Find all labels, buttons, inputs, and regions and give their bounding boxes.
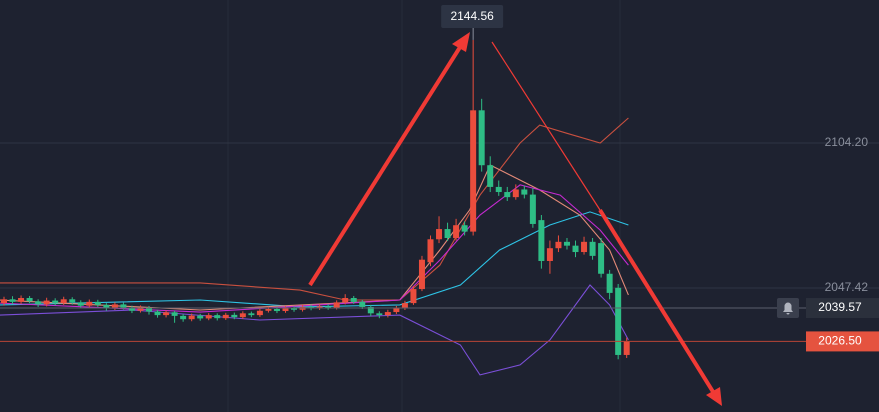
candle-body	[35, 301, 42, 305]
candle-body	[461, 225, 468, 232]
up-arrow	[308, 42, 464, 287]
candle-body	[163, 312, 170, 316]
candle-body	[546, 248, 553, 261]
bell-icon	[783, 302, 793, 315]
candle-body	[180, 315, 187, 320]
candle-body	[427, 239, 434, 263]
candle-body	[572, 245, 579, 253]
candle-body	[214, 315, 221, 319]
up-arrow-head	[452, 32, 470, 52]
candle-body	[128, 307, 135, 311]
candle-body	[589, 241, 596, 256]
candle-body	[1, 299, 7, 304]
down-arrow	[598, 208, 717, 397]
candle-body	[504, 192, 511, 198]
candle-body	[521, 189, 528, 195]
plot	[0, 39, 879, 376]
candle-body	[581, 241, 588, 253]
high-marker-label: 2144.56	[450, 9, 494, 23]
candle-body	[376, 313, 383, 316]
candle-body	[436, 229, 443, 240]
candle-body	[598, 243, 605, 274]
candle-body	[487, 165, 494, 187]
high-marker-box	[441, 5, 504, 28]
candle-body	[410, 289, 417, 304]
candle-body	[77, 302, 84, 306]
candle-body	[623, 341, 630, 355]
candle-body	[555, 241, 562, 249]
indicator-line	[0, 211, 629, 308]
candle-body	[350, 298, 357, 302]
candle-body	[563, 241, 570, 246]
candle-body	[94, 301, 101, 305]
candle-body	[265, 308, 272, 311]
candle-body	[86, 301, 93, 306]
candle-body	[120, 304, 127, 308]
candle-body	[606, 273, 613, 293]
candle-body	[367, 306, 374, 314]
candle-body	[26, 298, 33, 302]
candle-body	[444, 229, 451, 238]
candle-body	[18, 298, 25, 302]
candle-body	[239, 313, 246, 318]
candle-body	[137, 307, 144, 311]
candle-body	[418, 259, 425, 290]
axis-labels: 2104.20 2047.42 2144.56 2039.57 2026.50	[441, 5, 879, 352]
candle-body	[197, 315, 204, 319]
candle-body	[495, 186, 502, 193]
candle-body	[342, 298, 349, 303]
candle-body	[111, 304, 118, 309]
candle-body	[9, 299, 16, 302]
price-label: 2039.57	[818, 300, 862, 314]
candle-body	[273, 308, 280, 312]
indicator-line	[0, 164, 629, 311]
candle-body	[205, 315, 212, 319]
candle-body	[282, 307, 289, 312]
candle-body	[384, 312, 391, 316]
price-label-box	[806, 298, 879, 319]
candle-body	[52, 300, 59, 304]
candle-body	[43, 300, 50, 305]
candle-body	[69, 299, 76, 303]
candle-body	[291, 307, 298, 310]
candle-body	[146, 307, 153, 312]
candle-body	[248, 313, 255, 316]
candle-body	[453, 225, 460, 238]
price-label: 2026.50	[818, 334, 862, 348]
candle-body	[333, 302, 340, 308]
candle-body	[103, 304, 110, 309]
candle-body	[60, 299, 67, 304]
candle-body	[538, 220, 545, 261]
trend-arrows	[308, 32, 722, 406]
candle-body	[529, 194, 536, 224]
down-arrow-tail	[491, 41, 601, 211]
down-arrow-head	[706, 387, 722, 406]
candle-body	[470, 110, 477, 232]
candle-body	[478, 110, 485, 166]
candle-body	[231, 314, 238, 318]
candle-body	[325, 306, 332, 308]
candle-body	[512, 189, 519, 198]
price-label-box	[806, 331, 879, 352]
candle-body	[171, 312, 178, 316]
candle-body	[316, 306, 323, 309]
candle-body	[188, 315, 195, 320]
candle-body	[393, 308, 400, 313]
candle-body	[222, 314, 229, 319]
candle-body	[359, 301, 366, 307]
candle-body	[615, 287, 622, 355]
candle-body	[401, 303, 408, 309]
candle-body	[256, 310, 263, 316]
candle-body	[154, 311, 161, 316]
y-tick-label: 2047.42	[825, 280, 869, 294]
indicator-line	[0, 117, 629, 301]
y-tick-label: 2104.20	[825, 135, 869, 149]
